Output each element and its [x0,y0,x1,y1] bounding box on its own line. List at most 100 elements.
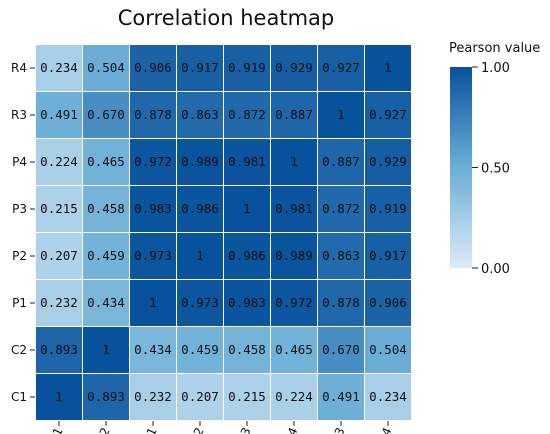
cell-value-label: 0.434 [134,342,172,357]
cell-value-label: 0.878 [322,295,360,310]
y-tick-label: P2 [12,249,27,263]
heatmap-cell [271,45,317,91]
cell-value-label: 0.670 [322,342,360,357]
heatmap-cell [271,186,317,232]
cell-value-label: 0.878 [134,107,172,122]
heatmap-cell [271,92,317,138]
x-tick-label: P3 [235,425,254,434]
heatmap-cell [365,139,411,185]
heatmap-cell [318,327,364,373]
heatmap-cell [224,280,270,326]
cell-value-label: 0.927 [369,107,407,122]
heatmap-cell [365,327,411,373]
cell-value-label: 0.434 [87,295,125,310]
heatmap-cell [224,45,270,91]
colorbar-tick-label: 1.00 [481,61,510,76]
x-tick-label: P4 [282,425,301,434]
heatmap-cell [130,45,176,91]
cell-value-label: 0.989 [275,248,313,263]
cell-value-label: 0.917 [181,60,219,75]
cell-value-label: 0.972 [134,154,172,169]
heatmap-cell [224,186,270,232]
heatmap-cell [365,280,411,326]
cell-value-label: 0.972 [275,295,313,310]
cell-value-label: 1 [384,60,392,75]
heatmap-cell [224,139,270,185]
cell-value-label: 0.929 [275,60,313,75]
y-tick-label: P3 [12,202,27,216]
heatmap-cell [271,233,317,279]
heatmap-cell [224,374,270,420]
heatmap-cell [177,374,223,420]
heatmap-cell [130,233,176,279]
cell-value-label: 0.459 [87,248,125,263]
heatmap-cell [365,92,411,138]
cell-value-label: 0.973 [134,248,172,263]
heatmap-cell [224,327,270,373]
cell-value-label: 0.232 [134,389,172,404]
x-tick-label: C1 [46,425,65,434]
cell-value-label: 0.232 [40,295,78,310]
cell-value-label: 0.981 [275,201,313,216]
cell-value-label: 1 [290,154,298,169]
cell-value-label: 0.234 [369,389,407,404]
heatmap-cell [36,280,82,326]
heatmap-cell [36,139,82,185]
heatmap-cell [36,233,82,279]
cell-value-label: 0.504 [369,342,407,357]
cell-value-label: 0.983 [228,295,266,310]
heatmap-cell [271,280,317,326]
x-axis: C1 C2 P1 P2 P3 P4 R3 R4 [46,421,395,434]
heatmap-cell [318,233,364,279]
heatmap-cell [83,92,129,138]
heatmap-cell [36,186,82,232]
heatmap-cell [83,327,129,373]
y-tick-label: C2 [11,343,27,357]
heatmap-cell [83,186,129,232]
cell-value-label: 1 [102,342,110,357]
cell-value-label: 0.458 [87,201,125,216]
cell-value-label: 1 [149,295,157,310]
x-tick-label: R4 [375,425,394,434]
heatmap-cell [83,374,129,420]
heatmap-cell [36,374,82,420]
cell-value-label: 0.986 [181,201,219,216]
cell-value-label: 0.491 [40,107,78,122]
cell-value-label: 0.224 [40,154,78,169]
y-tick-label: C1 [11,390,27,404]
y-tick-label: P4 [12,155,27,169]
cell-value-label: 0.981 [228,154,266,169]
heatmap-cell [36,92,82,138]
cell-value-label: 0.973 [181,295,219,310]
x-tick-label: P1 [141,425,160,434]
cell-value-label: 0.989 [181,154,219,169]
colorbar-tick-label: 0.00 [481,262,510,277]
cell-value-label: 0.215 [40,201,78,216]
heatmap-cell [318,45,364,91]
cell-value-label: 0.906 [134,60,172,75]
cell-value-label: 0.207 [40,248,78,263]
cell-value-label: 0.887 [322,154,360,169]
cell-value-label: 0.458 [228,342,266,357]
heatmap-cell [83,233,129,279]
heatmap-cell [365,45,411,91]
cell-value-label: 1 [243,201,251,216]
heatmap-cells [36,45,411,420]
heatmap-cell [224,92,270,138]
heatmap-cell [271,374,317,420]
cell-value-label: 0.459 [181,342,219,357]
cell-value-label: 0.234 [40,60,78,75]
heatmap-cell [177,186,223,232]
heatmap-cell [224,233,270,279]
y-tick-label: R3 [11,108,27,122]
heatmap-cell [177,45,223,91]
cell-value-label: 0.224 [275,389,313,404]
x-tick-label: P2 [188,425,207,434]
heatmap-cell [318,186,364,232]
heatmap-cell [130,327,176,373]
cell-value-label: 0.983 [134,201,172,216]
cell-value-label: 0.465 [87,154,125,169]
cell-value-label: 0.906 [369,295,407,310]
heatmap-cell [318,92,364,138]
